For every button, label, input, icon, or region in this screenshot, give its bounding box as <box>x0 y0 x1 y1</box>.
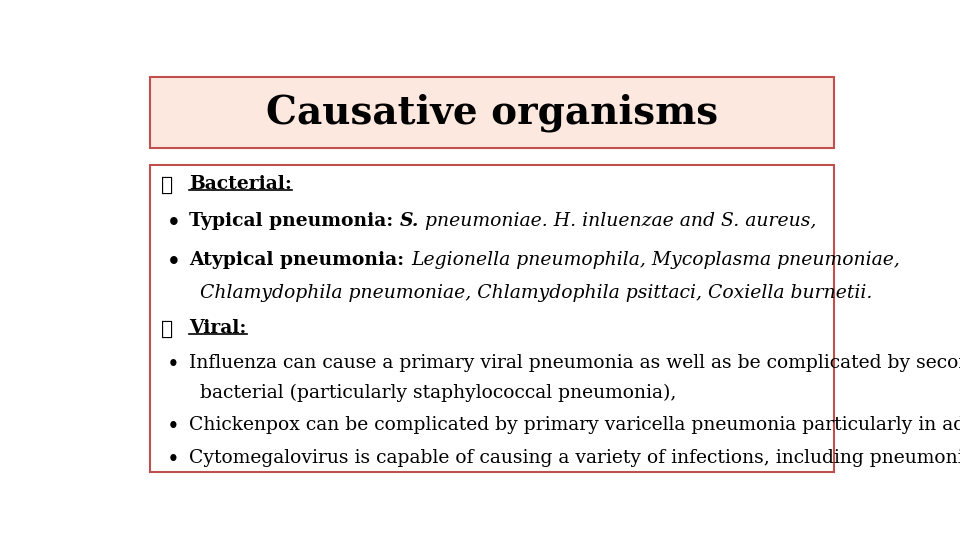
Text: •: • <box>167 251 180 273</box>
Text: Legionella pneumophila, Mycoplasma pneumoniae,: Legionella pneumophila, Mycoplasma pneum… <box>411 251 900 269</box>
Text: Bacterial:: Bacterial: <box>189 175 292 193</box>
Text: ➤: ➤ <box>161 175 173 195</box>
Text: Cytomegalovirus is capable of causing a variety of infections, including pneumon: Cytomegalovirus is capable of causing a … <box>189 449 960 468</box>
FancyBboxPatch shape <box>150 77 834 148</box>
Text: •: • <box>167 354 180 376</box>
Text: Influenza can cause a primary viral pneumonia as well as be complicated by secon: Influenza can cause a primary viral pneu… <box>189 354 960 372</box>
Text: bacterial (particularly staphylococcal pneumonia),: bacterial (particularly staphylococcal p… <box>201 384 677 402</box>
Text: Typical pneumonia:: Typical pneumonia: <box>189 212 400 231</box>
Text: Chickenpox can be complicated by primary varicella pneumonia particularly in adu: Chickenpox can be complicated by primary… <box>189 416 960 434</box>
Text: ➤: ➤ <box>161 319 173 339</box>
Text: •: • <box>167 416 180 438</box>
Text: S.: S. <box>400 212 420 231</box>
Text: Causative organisms: Causative organisms <box>266 93 718 132</box>
FancyBboxPatch shape <box>150 165 834 472</box>
Text: •: • <box>167 449 180 471</box>
Text: Atypical pneumonia:: Atypical pneumonia: <box>189 251 411 269</box>
Text: Viral:: Viral: <box>189 319 247 338</box>
Text: Chlamydophila pneumoniae, Chlamydophila psittaci, Coxiella burnetii.: Chlamydophila pneumoniae, Chlamydophila … <box>201 284 873 301</box>
Text: •: • <box>167 212 180 234</box>
Text: pneumoniae. H. inluenzae and S. aureus,: pneumoniae. H. inluenzae and S. aureus, <box>420 212 817 231</box>
